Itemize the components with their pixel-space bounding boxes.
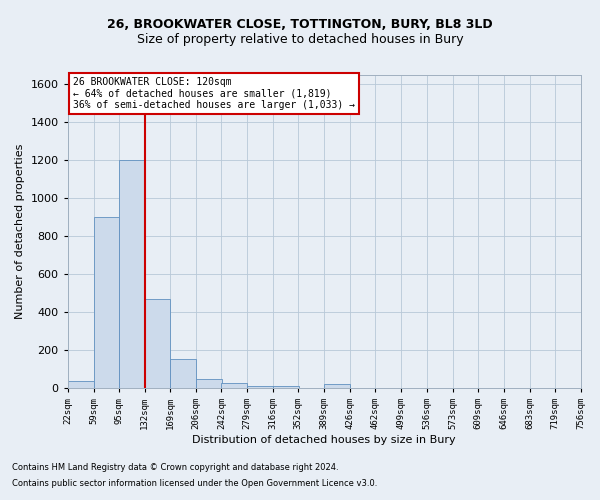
Bar — [94, 218, 119, 388]
Bar — [273, 386, 299, 388]
Text: 26, BROOKWATER CLOSE, TOTTINGTON, BURY, BL8 3LD: 26, BROOKWATER CLOSE, TOTTINGTON, BURY, … — [107, 18, 493, 30]
Text: Contains HM Land Registry data © Crown copyright and database right 2024.: Contains HM Land Registry data © Crown c… — [12, 464, 338, 472]
Text: Size of property relative to detached houses in Bury: Size of property relative to detached ho… — [137, 32, 463, 46]
Text: 26 BROOKWATER CLOSE: 120sqm
← 64% of detached houses are smaller (1,819)
36% of : 26 BROOKWATER CLOSE: 120sqm ← 64% of det… — [73, 76, 355, 110]
Text: Contains public sector information licensed under the Open Government Licence v3: Contains public sector information licen… — [12, 478, 377, 488]
Bar — [119, 160, 145, 388]
Y-axis label: Number of detached properties: Number of detached properties — [15, 144, 25, 320]
Bar — [247, 386, 273, 388]
Bar — [145, 299, 170, 388]
Bar — [68, 380, 94, 388]
Bar — [196, 378, 222, 388]
Bar — [221, 384, 247, 388]
Bar — [170, 358, 196, 388]
Bar — [324, 384, 350, 388]
X-axis label: Distribution of detached houses by size in Bury: Distribution of detached houses by size … — [192, 435, 456, 445]
